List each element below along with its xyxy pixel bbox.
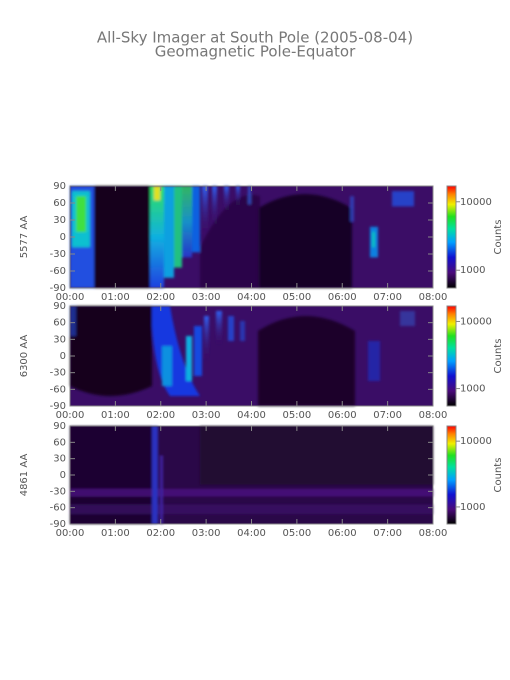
colorbar-tick-label: 10000 bbox=[460, 316, 492, 327]
y-axis-label: 5577 AA bbox=[19, 216, 30, 259]
x-tick-label: 01:00 bbox=[101, 528, 130, 539]
y-tick-label: -90 bbox=[50, 283, 66, 294]
x-tick-label: 06:00 bbox=[328, 410, 357, 421]
x-tick-label: 05:00 bbox=[282, 410, 311, 421]
x-tick-label: 05:00 bbox=[282, 528, 311, 539]
x-tick-label: 06:00 bbox=[328, 292, 357, 303]
x-tick-label: 07:00 bbox=[373, 292, 402, 303]
colorbar-label: Counts bbox=[493, 458, 504, 493]
colorbar-label: Counts bbox=[493, 220, 504, 255]
x-tick-label: 01:00 bbox=[101, 410, 130, 421]
x-tick-label: 02:00 bbox=[146, 292, 175, 303]
y-tick-label: 30 bbox=[53, 334, 66, 345]
y-tick-label: 0 bbox=[60, 470, 66, 481]
y-tick-label: 90 bbox=[53, 301, 66, 312]
y-tick-label: 30 bbox=[53, 454, 66, 465]
x-tick-label: 00:00 bbox=[56, 528, 85, 539]
colorbar bbox=[446, 305, 457, 407]
y-tick-label: 60 bbox=[53, 437, 66, 448]
y-tick-label: -60 bbox=[50, 503, 66, 514]
x-tick-label: 08:00 bbox=[419, 410, 448, 421]
x-tick-label: 02:00 bbox=[146, 410, 175, 421]
y-tick-label: -60 bbox=[50, 266, 66, 277]
y-tick-label: -60 bbox=[50, 384, 66, 395]
y-tick-label: -30 bbox=[50, 249, 66, 260]
y-tick-label: 0 bbox=[60, 351, 66, 362]
y-tick-label: 90 bbox=[53, 421, 66, 432]
colorbar-tick-label: 1000 bbox=[460, 502, 485, 513]
colorbar bbox=[446, 185, 457, 289]
x-tick-label: 05:00 bbox=[282, 292, 311, 303]
colorbar bbox=[446, 425, 457, 525]
colorbar-tick-label: 1000 bbox=[460, 384, 485, 395]
x-tick-label: 08:00 bbox=[419, 528, 448, 539]
y-tick-label: -90 bbox=[50, 401, 66, 412]
y-tick-label: 90 bbox=[53, 181, 66, 192]
x-tick-label: 03:00 bbox=[192, 528, 221, 539]
x-tick-label: 04:00 bbox=[237, 410, 266, 421]
x-tick-label: 03:00 bbox=[192, 410, 221, 421]
y-tick-label: 60 bbox=[53, 318, 66, 329]
y-tick-label: 60 bbox=[53, 198, 66, 209]
y-tick-label: 30 bbox=[53, 215, 66, 226]
heatmap-image bbox=[70, 306, 433, 406]
x-tick-label: 00:00 bbox=[56, 292, 85, 303]
x-tick-label: 00:00 bbox=[56, 410, 85, 421]
chart-title: All-Sky Imager at South Pole (2005-08-04… bbox=[97, 29, 413, 47]
x-tick-label: 03:00 bbox=[192, 292, 221, 303]
y-axis-label: 4861 AA bbox=[19, 454, 30, 497]
heatmap-image bbox=[70, 186, 433, 288]
x-tick-label: 04:00 bbox=[237, 528, 266, 539]
heatmap-image bbox=[70, 426, 433, 524]
colorbar-tick-label: 10000 bbox=[460, 197, 492, 208]
chart-subtitle: Geomagnetic Pole-Equator bbox=[155, 43, 356, 61]
colorbar-label: Counts bbox=[493, 339, 504, 374]
x-tick-label: 02:00 bbox=[146, 528, 175, 539]
y-axis-label: 6300 AA bbox=[19, 335, 30, 378]
x-tick-label: 07:00 bbox=[373, 528, 402, 539]
x-tick-label: 07:00 bbox=[373, 410, 402, 421]
y-tick-label: -90 bbox=[50, 519, 66, 530]
y-tick-label: -30 bbox=[50, 486, 66, 497]
x-tick-label: 08:00 bbox=[419, 292, 448, 303]
x-tick-label: 06:00 bbox=[328, 528, 357, 539]
x-tick-label: 04:00 bbox=[237, 292, 266, 303]
x-tick-label: 01:00 bbox=[101, 292, 130, 303]
colorbar-tick-label: 1000 bbox=[460, 265, 485, 276]
y-tick-label: -30 bbox=[50, 368, 66, 379]
y-tick-label: 0 bbox=[60, 232, 66, 243]
colorbar-tick-label: 10000 bbox=[460, 436, 492, 447]
